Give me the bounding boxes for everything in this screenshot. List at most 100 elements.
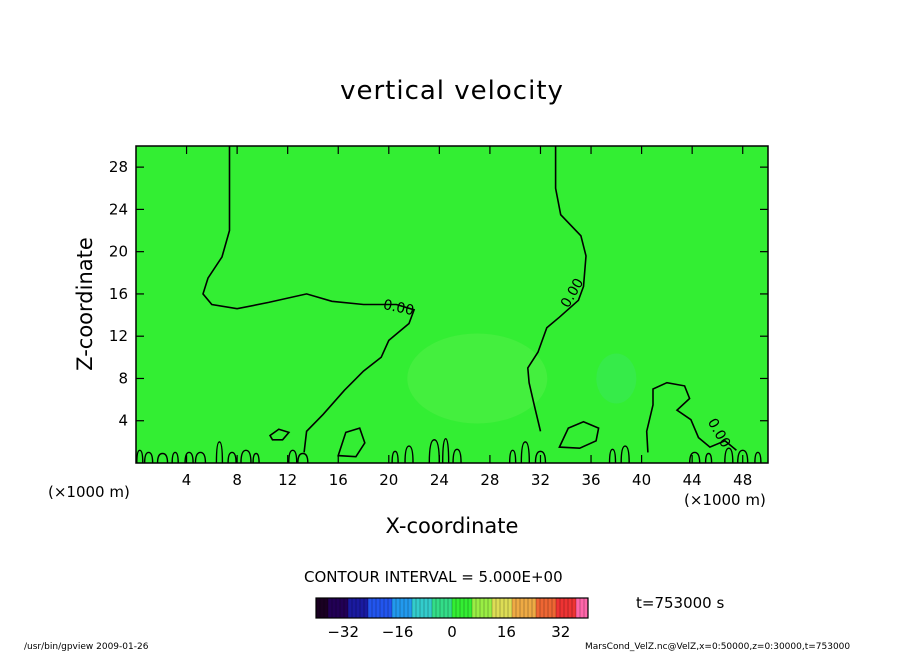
y-tick-label: 24 (109, 200, 128, 218)
colorbar-cell (428, 598, 433, 618)
colorbar-cell (508, 598, 513, 618)
y-tick-label: 20 (109, 243, 128, 261)
ripple-left (143, 451, 154, 464)
colorbar-cell (580, 598, 585, 618)
colorbar-tick-label: 16 (497, 623, 516, 641)
colorbar-tick-label: −32 (327, 623, 359, 641)
colorbar-cell (472, 598, 477, 618)
colorbar-cell (416, 598, 421, 618)
x-tick-label: 12 (278, 471, 297, 489)
x-axis-unit: (×1000 m) (684, 491, 766, 509)
colorbar-cell (344, 598, 349, 618)
y-tick-label: 12 (109, 327, 128, 345)
ripple-left (184, 451, 194, 464)
ripple-right (724, 447, 734, 464)
colorbar-cell (336, 598, 341, 618)
colorbar-cell (332, 598, 337, 618)
contour-right (526, 146, 587, 432)
colorbar-cell (424, 598, 429, 618)
colorbar-cell (324, 598, 329, 618)
colorbar-cell (316, 598, 321, 618)
colorbar-cell (460, 598, 465, 618)
colorbar-cell (340, 598, 345, 618)
colorbar-tick-label: −16 (382, 623, 414, 641)
ripple-right (534, 450, 547, 464)
colorbar-cell (572, 598, 577, 618)
ripple-right (620, 445, 630, 464)
colorbar-cell (540, 598, 545, 618)
colorbar-cell (412, 598, 417, 618)
ripple-mid (441, 437, 450, 464)
y-axis-unit: (×1000 m) (48, 483, 130, 501)
y-axis-label: Z-coordinate (73, 237, 97, 371)
ripple-right (704, 452, 713, 464)
colorbar-tick-label: 32 (551, 623, 570, 641)
ripple-left (215, 441, 224, 464)
y-tick-label: 28 (109, 158, 128, 176)
colorbar-cell (500, 598, 505, 618)
colorbar-cell (492, 598, 497, 618)
x-tick-label: 16 (329, 471, 348, 489)
colorbar-grid (315, 598, 589, 618)
colorbar-cell (544, 598, 549, 618)
y-tick-label: 8 (118, 369, 128, 387)
colorbar-tick-label: 0 (447, 623, 457, 641)
ripple-left (240, 449, 252, 464)
colorbar-cell (436, 598, 441, 618)
contour-blob-34 (558, 420, 600, 450)
ripple-left (288, 449, 298, 464)
ripple-left (136, 449, 144, 464)
ripple-left (297, 452, 309, 464)
ripple-right (520, 441, 531, 464)
contour-interval: CONTOUR INTERVAL = 5.000E+00 (304, 568, 563, 586)
x-tick-label: 24 (430, 471, 449, 489)
x-tick-label: 32 (531, 471, 550, 489)
updraft-shade (407, 333, 548, 424)
ripple-mid (404, 445, 414, 464)
colorbar-cell (364, 598, 369, 618)
ripple-right (688, 451, 701, 464)
colorbar-cell (404, 598, 409, 618)
colorbar-cell (568, 598, 573, 618)
colorbar-cell (360, 598, 365, 618)
x-tick-label: 44 (683, 471, 702, 489)
x-tick-label: 28 (480, 471, 499, 489)
ripple-left (252, 452, 260, 464)
colorbar-cell (512, 598, 517, 618)
colorbar-cell (320, 598, 325, 618)
ripple-left (171, 451, 179, 464)
ripple-mid (391, 450, 399, 464)
colorbar-cell (408, 598, 413, 618)
colorbar-cell (396, 598, 401, 618)
contour-blob-11 (268, 428, 291, 441)
footer-right: MarsCond_VelZ.nc@VelZ,x=0:50000,z=0:3000… (585, 642, 851, 652)
ripple-left (194, 451, 207, 464)
x-axis-label: X-coordinate (385, 514, 519, 538)
colorbar-cell (556, 598, 561, 618)
contour-label: 0.00 (382, 297, 416, 319)
colorbar-cell (356, 598, 361, 618)
x-tick-label: 36 (581, 471, 600, 489)
colorbar-cell (456, 598, 461, 618)
colorbar-cell (420, 598, 425, 618)
colorbar-cell (384, 598, 389, 618)
contour-left (202, 146, 416, 453)
colorbar-cell (584, 598, 589, 618)
ripple-left (156, 452, 169, 464)
colorbar-cell (524, 598, 529, 618)
ripple-right (508, 449, 517, 464)
ripple-right (737, 449, 749, 464)
x-tick-label: 4 (182, 471, 192, 489)
colorbar-cell (520, 598, 525, 618)
colorbar-cell (372, 598, 377, 618)
colorbar-cell (560, 598, 565, 618)
colorbar-cell (352, 598, 357, 618)
colorbar-cell (392, 598, 397, 618)
ripple-right (754, 451, 762, 464)
ripple-mid (428, 439, 441, 464)
colorbar-cell (444, 598, 449, 618)
colorbar-cell (536, 598, 541, 618)
colorbar-cell (440, 598, 445, 618)
colorbar-cell (376, 598, 381, 618)
